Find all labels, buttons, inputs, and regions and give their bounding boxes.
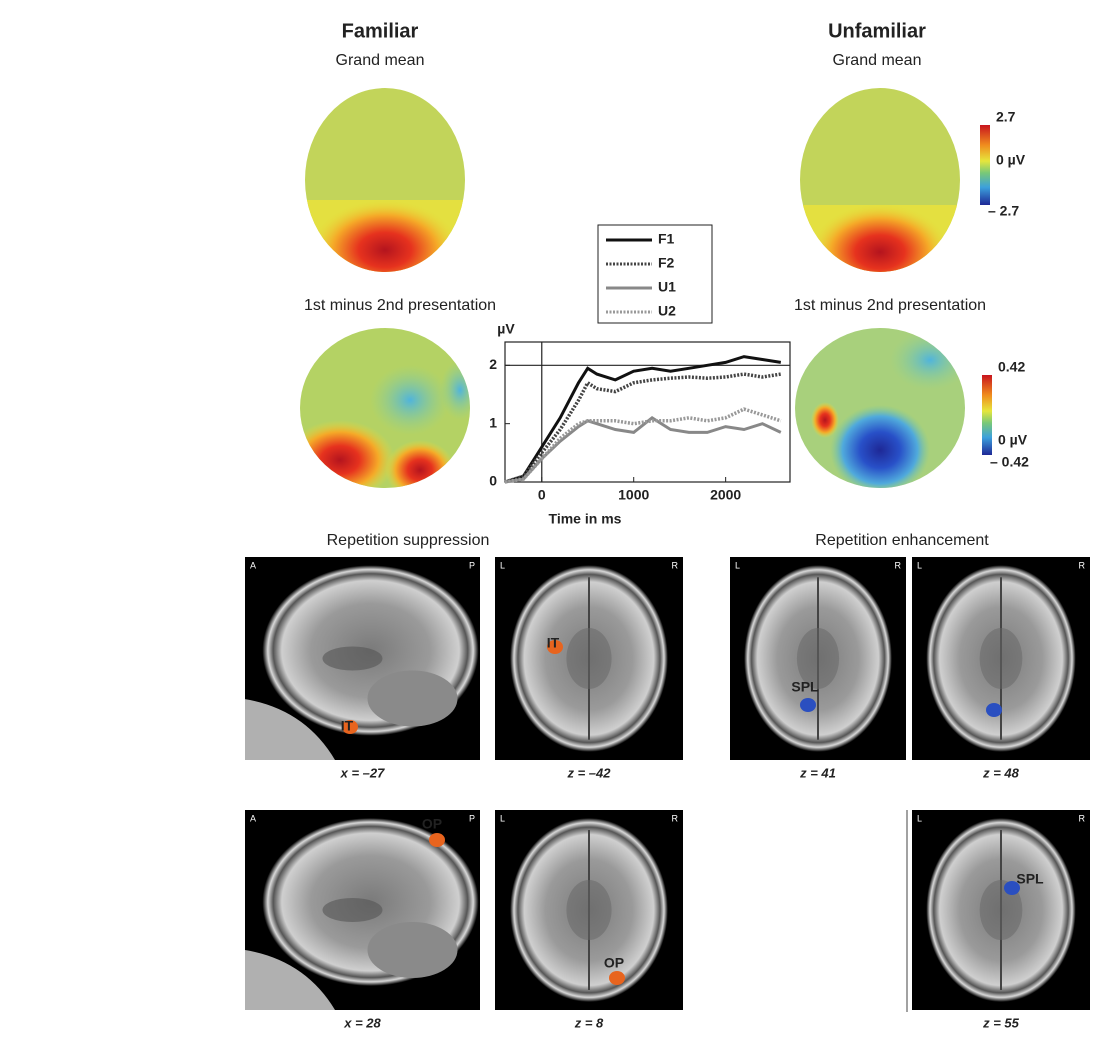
colorbar (982, 375, 992, 455)
y-tick-label: 2 (489, 356, 497, 372)
section-title: Repetition enhancement (815, 532, 989, 549)
image-caption: z = –42 (566, 765, 611, 780)
orientation-label: A (250, 813, 256, 823)
y-tick-label: 1 (489, 414, 497, 430)
topomap (795, 328, 965, 488)
brain-ventricle (979, 628, 1023, 689)
series-line (504, 407, 782, 484)
legend-label: F2 (658, 255, 675, 271)
legend-label: F1 (658, 231, 675, 247)
legend-label: U2 (658, 303, 676, 319)
x-axis-label: Time in ms (549, 511, 622, 527)
orientation-label: L (500, 560, 505, 570)
brain-ventricle (566, 628, 612, 689)
orientation-label: L (917, 813, 922, 823)
orientation-label: R (1079, 813, 1086, 823)
image-caption: x = 28 (343, 1015, 381, 1030)
topomap (300, 328, 470, 488)
brain-face (245, 950, 335, 1010)
x-tick-label: 2000 (710, 487, 741, 503)
activation-blob (609, 971, 625, 985)
panel-subtitle: 1st minus 2nd presentation (304, 297, 496, 314)
activation-blob (986, 703, 1002, 717)
region-label: IT (547, 635, 560, 651)
activation-blob (800, 698, 816, 712)
orientation-label: A (250, 560, 256, 570)
panel-subtitle: Grand mean (336, 52, 425, 69)
orientation-label: P (469, 813, 475, 823)
image-caption: z = 41 (799, 765, 836, 780)
orientation-label: L (735, 560, 740, 570)
orientation-label: R (672, 813, 679, 823)
region-label: OP (604, 955, 624, 971)
plot-frame (504, 341, 791, 483)
brain-cerebellum (367, 922, 458, 978)
panel-subtitle: Grand mean (833, 52, 922, 69)
image-caption: z = 8 (574, 1015, 604, 1030)
section-title: Repetition suppression (327, 532, 490, 549)
orientation-label: R (672, 560, 679, 570)
region-label: IT (341, 718, 354, 734)
activation-blob (1004, 881, 1020, 895)
x-tick-label: 0 (538, 487, 546, 503)
image-caption: x = –27 (340, 765, 386, 780)
colorbar (980, 125, 990, 205)
region-label: SPL (1016, 871, 1044, 887)
topomap (800, 88, 960, 272)
y-axis-label: µV (497, 321, 515, 337)
series-line (504, 415, 782, 484)
activation-blob (547, 640, 563, 654)
brain-face (245, 699, 335, 760)
orientation-label: P (469, 560, 475, 570)
panel-subtitle: 1st minus 2nd presentation (794, 297, 986, 314)
legend-label: U1 (658, 279, 676, 295)
orientation-label: L (500, 813, 505, 823)
brain-ventricle (979, 880, 1023, 940)
colorbar-label: 0 µV (998, 432, 1028, 448)
orientation-label: R (895, 560, 902, 570)
brain-ventricle (796, 628, 840, 689)
colorbar-label: – 0.42 (990, 454, 1029, 470)
image-caption: z = 55 (982, 1015, 1020, 1030)
activation-blob (342, 720, 358, 734)
colorbar-label: 0 µV (996, 152, 1026, 168)
panel-title: Unfamiliar (828, 20, 926, 42)
topomap (305, 88, 465, 272)
region-label: OP (422, 816, 442, 832)
colorbar-label: – 2.7 (988, 203, 1019, 219)
brain-ventricle (566, 880, 612, 940)
panel-title: Familiar (342, 20, 419, 42)
orientation-label: R (1079, 560, 1086, 570)
colorbar-label: 2.7 (996, 109, 1016, 125)
region-label: SPL (791, 679, 819, 695)
brain-ventricle (322, 898, 383, 922)
x-tick-label: 1000 (618, 487, 649, 503)
orientation-label: L (917, 560, 922, 570)
image-caption: z = 48 (982, 765, 1020, 780)
brain-cerebellum (367, 670, 458, 727)
series-line (504, 355, 782, 484)
y-tick-label: 0 (489, 473, 497, 489)
brain-ventricle (322, 646, 383, 671)
colorbar-label: 0.42 (998, 359, 1025, 375)
activation-blob (429, 833, 445, 847)
series-line (504, 372, 782, 484)
